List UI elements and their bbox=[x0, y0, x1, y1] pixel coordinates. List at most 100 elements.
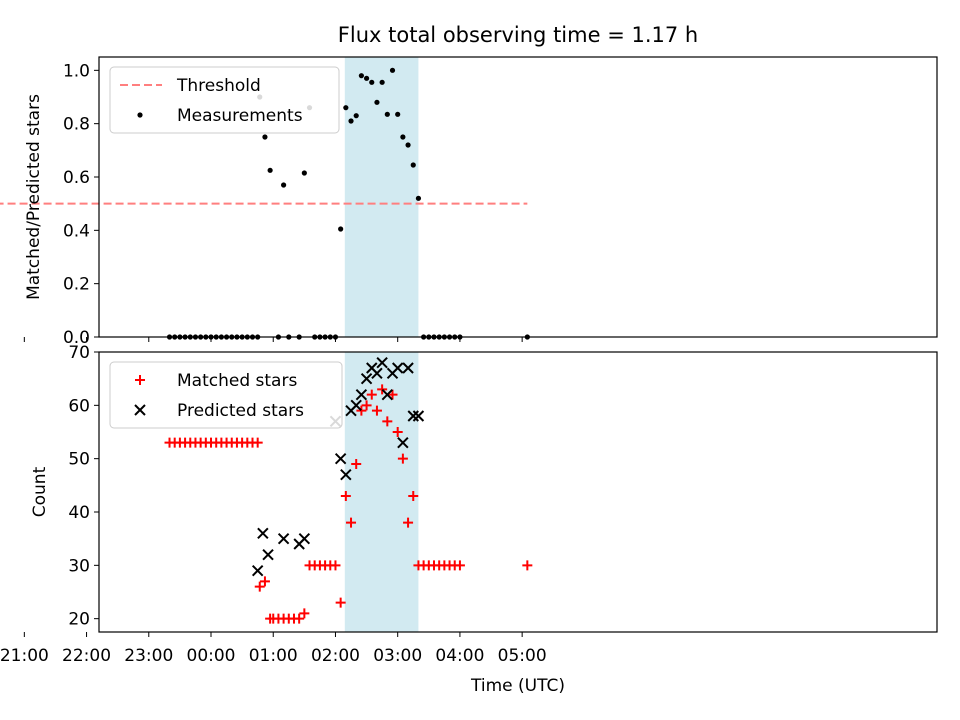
shaded-interval bbox=[344, 57, 419, 337]
x-tick-label: 21:00 bbox=[0, 646, 49, 666]
data-point bbox=[301, 170, 307, 176]
data-point bbox=[356, 405, 367, 416]
data-point bbox=[281, 182, 287, 188]
data-point bbox=[298, 532, 311, 545]
x-tick-label: 01:00 bbox=[249, 646, 298, 666]
x-tick-label: 04:00 bbox=[435, 646, 484, 666]
y-tick-label: 30 bbox=[68, 556, 90, 576]
data-point bbox=[257, 527, 269, 540]
data-point bbox=[410, 162, 416, 168]
axes-frame bbox=[98, 56, 938, 338]
y-tick-label: 0.6 bbox=[63, 168, 90, 188]
legend: Matched stars Predicted stars bbox=[109, 361, 343, 429]
data-point bbox=[391, 362, 404, 374]
data-point bbox=[389, 67, 396, 73]
top-chart-title: Flux total observing time = 1.17 h bbox=[338, 23, 698, 47]
data-point bbox=[415, 195, 422, 201]
data-point bbox=[382, 416, 393, 427]
bottom-y-axis-label: Count bbox=[30, 466, 50, 517]
legend-swatch bbox=[135, 375, 145, 385]
x-tick-label: 03:00 bbox=[373, 646, 422, 666]
data-point bbox=[392, 427, 403, 437]
top-panel: 0.00.20.40.60.81.0ThresholdMeasurements … bbox=[0, 23, 938, 348]
x-tick-label: 00:00 bbox=[187, 646, 236, 666]
data-point bbox=[334, 452, 347, 465]
data-point bbox=[395, 111, 401, 117]
x-tick-label: 02:00 bbox=[311, 646, 360, 666]
legend-swatch bbox=[134, 404, 146, 416]
axes-frame bbox=[98, 351, 938, 633]
x-tick-label: 23:00 bbox=[124, 646, 173, 666]
data-point bbox=[353, 113, 359, 119]
y-tick-label: 0.4 bbox=[63, 221, 90, 241]
data-point bbox=[267, 167, 273, 173]
legend-box bbox=[109, 66, 340, 134]
data-point bbox=[340, 468, 352, 481]
data-point bbox=[262, 134, 268, 140]
data-point bbox=[358, 73, 364, 79]
data-point bbox=[343, 105, 349, 111]
data-point bbox=[376, 356, 388, 369]
y-tick-label: 60 bbox=[68, 396, 90, 416]
data-point bbox=[405, 142, 411, 148]
data-point bbox=[294, 613, 305, 624]
x-tick-label: 05:00 bbox=[498, 646, 547, 666]
data-point bbox=[360, 372, 373, 385]
data-point bbox=[379, 79, 385, 85]
data-point bbox=[299, 608, 310, 619]
data-point bbox=[402, 362, 414, 374]
data-point bbox=[397, 436, 409, 449]
data-point bbox=[361, 400, 372, 411]
data-point bbox=[377, 384, 388, 395]
y-tick-label: 0.0 bbox=[63, 328, 90, 348]
data-point bbox=[400, 134, 406, 140]
data-point bbox=[251, 564, 264, 577]
data-point bbox=[335, 597, 346, 608]
legend-swatch bbox=[137, 112, 143, 118]
y-tick-label: 70 bbox=[68, 343, 90, 363]
legend-label: Predicted stars bbox=[177, 401, 304, 421]
data-point bbox=[254, 581, 265, 592]
data-point bbox=[338, 226, 344, 232]
bottom-plot-area: 20304050607018:0019:0020:0021:0022:0023:… bbox=[0, 343, 938, 666]
data-point bbox=[522, 560, 533, 571]
data-point bbox=[259, 576, 270, 587]
top-plot-area: 0.0 0.2 0.4 0.6 0.8 1.0 Threshold Measurements bbox=[0, 56, 938, 348]
data-point bbox=[348, 118, 354, 124]
x-tick-label: 22:00 bbox=[62, 646, 111, 666]
legend-label: Measurements bbox=[177, 106, 303, 126]
data-point bbox=[371, 405, 382, 416]
y-tick-label: 1.0 bbox=[63, 61, 90, 81]
data-point bbox=[374, 99, 380, 105]
data-point bbox=[369, 79, 375, 85]
data-point bbox=[346, 517, 357, 528]
data-point bbox=[387, 389, 398, 400]
data-point bbox=[363, 75, 370, 81]
y-tick-label: 0.2 bbox=[63, 275, 90, 295]
y-tick-label: 50 bbox=[68, 450, 90, 470]
data-point bbox=[252, 437, 263, 448]
data-point bbox=[403, 517, 414, 528]
data-point bbox=[412, 410, 425, 422]
data-point bbox=[262, 548, 274, 561]
data-point bbox=[397, 453, 408, 464]
data-point bbox=[381, 388, 394, 401]
data-point bbox=[330, 560, 341, 571]
legend: Threshold Measurements bbox=[109, 66, 340, 134]
y-tick-label: 40 bbox=[68, 503, 90, 523]
data-point bbox=[340, 491, 351, 501]
bottom-panel: 20304050607018:0019:0020:0021:0022:0023:… bbox=[0, 343, 938, 696]
legend-box bbox=[109, 361, 343, 429]
data-point bbox=[277, 532, 290, 545]
data-point bbox=[384, 111, 390, 117]
y-tick-label: 0.8 bbox=[63, 115, 90, 135]
data-point bbox=[350, 399, 362, 412]
data-point bbox=[454, 560, 465, 571]
top-y-axis-label: Matched/Predicted stars bbox=[24, 94, 44, 300]
data-point bbox=[351, 459, 362, 469]
y-tick-label: 20 bbox=[68, 610, 90, 630]
data-point bbox=[407, 410, 419, 422]
legend-label: Threshold bbox=[176, 76, 261, 96]
x-axis-label: Time (UTC) bbox=[470, 676, 565, 696]
